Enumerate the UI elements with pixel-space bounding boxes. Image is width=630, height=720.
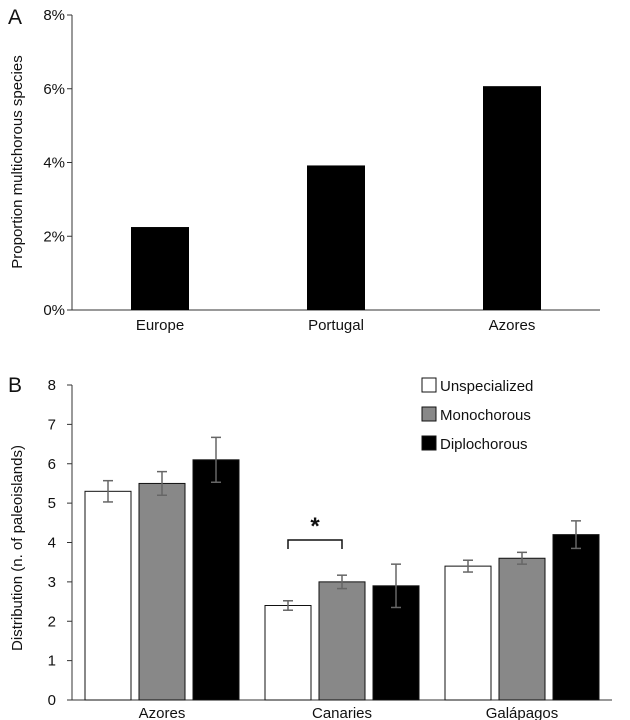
legend-swatch xyxy=(421,377,437,393)
panel-a-y-axis-title: Proportion multichorous species xyxy=(9,55,26,268)
panel-b-y-tick-label: 0 xyxy=(48,692,56,709)
panel-b-category-label: Galápagos xyxy=(486,705,559,720)
panel-b-error-bar xyxy=(211,436,221,484)
panel-b-y-tick-label: 4 xyxy=(48,535,56,552)
panel-b-error-bar xyxy=(337,574,347,590)
panel-b-y-tick-label: 5 xyxy=(48,495,56,512)
significance-star: * xyxy=(310,513,320,540)
panel-b-label: B xyxy=(8,374,22,397)
panel-b-category-label: Canaries xyxy=(312,705,372,720)
legend-label: Unspecialized xyxy=(440,378,533,395)
legend-label: Diplochorous xyxy=(440,436,528,453)
panel-a-bar xyxy=(131,227,189,310)
panel-a-category-label: Azores xyxy=(489,317,536,334)
panel-a-category-label: Europe xyxy=(136,317,184,334)
panel-a-y-tick-label: 8% xyxy=(43,7,65,24)
panel-a-y-tick-label: 0% xyxy=(43,302,65,319)
panel-b-y-tick-label: 7 xyxy=(48,416,56,433)
panel-b-error-bar xyxy=(571,520,581,550)
legend-label: Monochorous xyxy=(440,407,531,424)
panel-b-error-bar xyxy=(157,470,167,496)
panel-b-bar-monochorous xyxy=(498,557,546,701)
panel-b-error-bar xyxy=(463,559,473,573)
panel-b-error-bar xyxy=(391,563,401,609)
panel-b-bar-monochorous xyxy=(138,482,186,701)
panel-a-y-tick-label: 6% xyxy=(43,81,65,98)
panel-a-label: A xyxy=(8,6,22,29)
legend-swatch xyxy=(421,435,437,451)
panel-b-bar-unspecialized xyxy=(444,565,492,701)
panel-a-chart: A Proportion multichorous species 0% 2% 4%… xyxy=(8,6,600,334)
panel-b-bar-diplochorous xyxy=(192,459,240,701)
panel-b-error-bar xyxy=(517,551,527,565)
panel-a-bar xyxy=(307,165,365,310)
panel-b-error-bar xyxy=(103,479,113,503)
panel-b-y-tick-label: 2 xyxy=(48,613,56,630)
panel-b-y-tick-label: 8 xyxy=(48,377,56,394)
panel-a-bar xyxy=(483,86,541,310)
panel-a-category-label: Portugal xyxy=(308,317,364,334)
legend-item-diplochorous: Diplochorous xyxy=(421,435,528,453)
panel-a-y-tick-label: 4% xyxy=(43,155,65,172)
panel-b-category-label: Azores xyxy=(139,705,186,720)
panel-b-error-bar xyxy=(283,600,293,611)
significance-bracket xyxy=(287,539,343,549)
panel-b-bar-monochorous xyxy=(318,581,366,701)
legend-item-unspecialized: Unspecialized xyxy=(421,377,533,395)
panel-b-y-tick-label: 6 xyxy=(48,456,56,473)
legend-item-monochorous: Monochorous xyxy=(421,406,531,424)
panel-b-y-tick-label: 1 xyxy=(48,653,56,670)
panel-b-bar-unspecialized xyxy=(264,605,312,701)
panel-b-bar-diplochorous xyxy=(552,534,600,701)
panel-b-y-tick-label: 3 xyxy=(48,574,56,591)
panel-a-y-tick-label: 2% xyxy=(43,228,65,245)
panel-b-chart: B Distribution (n. of paleoislands) 0 1 2 3… xyxy=(8,374,612,720)
legend-swatch xyxy=(421,406,437,422)
panel-b-y-axis-title: Distribution (n. of paleoislands) xyxy=(9,445,26,651)
panel-b-bar-unspecialized xyxy=(84,490,132,701)
